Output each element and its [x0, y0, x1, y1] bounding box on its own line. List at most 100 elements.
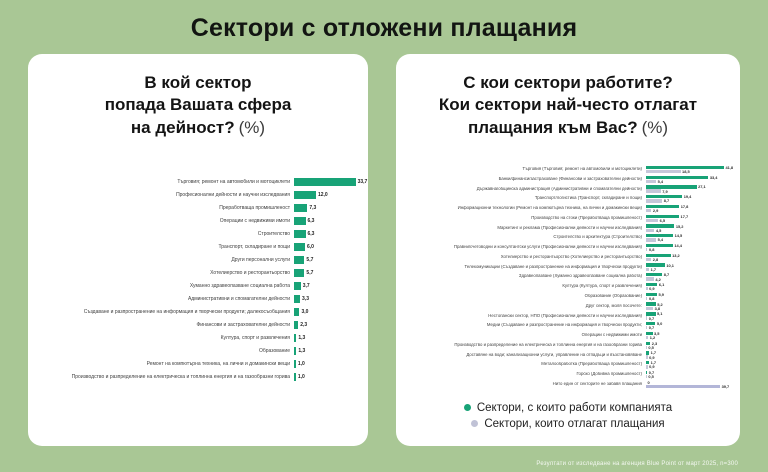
title-line: на дейност? — [130, 117, 235, 137]
bar-row: Строителство 6,3 — [38, 227, 358, 240]
bar-row: Култура, спорт и развлечения 1,3 — [38, 331, 358, 344]
value-label: 6,0 — [306, 243, 314, 250]
title-line: Кои сектори най-често отлагат — [438, 95, 698, 115]
bar-row: Транспорт/логистика (Транспорт, складира… — [406, 194, 730, 203]
value-label: 7,3 — [309, 204, 317, 211]
legend-label: Сектори, които отлагат плащания — [484, 417, 665, 430]
page-title: Сектори с отложени плащания — [190, 14, 578, 42]
bar-row: Професионални дейности и научни изследва… — [38, 188, 358, 201]
category-label: Операции с недвижими имоти — [581, 333, 642, 338]
category-label: Операции с недвижими имоти — [219, 217, 290, 224]
bar-area: 2,3 — [294, 318, 358, 331]
bar-row: Здравеопазване (Хуманно здравеопазване с… — [406, 272, 730, 282]
bar-row: Транспорт, складиране и пощи 6,0 — [38, 240, 358, 253]
category-label: Здравеопазване (Хуманно здравеопазване с… — [518, 274, 642, 279]
primary-bar — [646, 370, 648, 375]
bar-area: 1,3 — [294, 331, 358, 344]
primary-bar — [646, 253, 671, 257]
value-label: 5,1 — [657, 311, 663, 317]
primary-bar — [646, 361, 650, 365]
category-label: Металообработка (Преработваща промишлено… — [541, 362, 642, 367]
legend: Сектори, с които работи компанията Секто… — [406, 402, 730, 430]
primary-bar — [646, 243, 673, 248]
bar-line: 7,9 — [646, 189, 730, 194]
bar-line: 39,7 — [646, 384, 730, 389]
primary-bar — [294, 230, 306, 238]
source-note: Резултати от изследване на агенция Blue … — [536, 461, 738, 467]
secondary-bar — [646, 384, 721, 389]
sector-activity-chart: Търговия; ремонт на автомобили и мотоцик… — [38, 175, 367, 383]
category-label: Създаване и разпространение на информаци… — [83, 308, 290, 315]
bar-area: 3,7 — [294, 279, 358, 292]
category-label: Образование — [259, 347, 290, 354]
bar-area: 13,2 2,8 — [646, 253, 730, 262]
bar-line: 5,4 — [646, 179, 730, 184]
category-label: Други персонални услуги — [231, 256, 290, 263]
bar-area: 3,3 — [294, 292, 358, 305]
gray-dot-icon — [471, 420, 479, 428]
bar-line: 4,2 — [646, 277, 730, 282]
primary-bar — [646, 195, 683, 199]
bar-row: Нестопански сектор, НПО (Професионални д… — [406, 311, 730, 320]
bar-line: 1,7 — [646, 360, 730, 365]
bar-line: 7,3 — [294, 201, 358, 214]
value-label: 1,0 — [297, 360, 305, 367]
secondary-bar — [646, 287, 648, 291]
bar-area: 1,3 — [294, 344, 358, 357]
bar-row: Правни/счетоводни и консултантски услуги… — [406, 243, 730, 253]
bar-line: 0,9 — [646, 364, 730, 369]
bar-line: 2,3 — [646, 341, 730, 346]
bar-row: Други персонални услуги 5,7 — [38, 253, 358, 266]
bar-row: Маркетинг и реклама (Професионални дейно… — [406, 224, 730, 233]
bar-line: 5,0 — [646, 321, 730, 326]
bar-row: Търговия; ремонт на автомобили и мотоцик… — [38, 175, 367, 188]
value-label: 0,8 — [648, 247, 655, 253]
title-line: В кой сектор — [144, 73, 252, 92]
bar-line: 0,7 — [646, 325, 730, 330]
bar-area: 5,7 — [294, 253, 358, 266]
bar-row: Хуманно здравеопазване социална работа 3,… — [38, 279, 358, 292]
bar-line: 3,7 — [294, 279, 358, 292]
bar-line: 5,1 — [646, 311, 730, 317]
secondary-bar — [646, 365, 648, 369]
secondary-bar — [646, 277, 654, 281]
category-label: Медии (Създаване и разпространение на ин… — [486, 323, 642, 328]
category-label: Административни и спомагателни дейности — [187, 295, 290, 302]
secondary-bar — [646, 189, 661, 193]
value-label: 6,5 — [659, 217, 666, 223]
primary-bar — [294, 308, 300, 316]
bar-area: 8,7 4,2 — [646, 272, 730, 282]
bar-line: 19,4 — [646, 194, 730, 199]
cards-row: В кой сектор попада Вашата сфера на дейн… — [0, 43, 768, 446]
bar-line: 14,4 — [646, 243, 730, 249]
value-label: 5,7 — [306, 256, 314, 263]
primary-bar — [294, 282, 301, 290]
category-label: Професионални дейности и научни изследва… — [176, 191, 290, 198]
primary-bar — [646, 302, 656, 306]
primary-bar — [646, 204, 680, 209]
category-label: Строителство и архитектура (Строителство… — [553, 235, 642, 240]
bar-row: Образование (Образование) 5,9 0,8 — [406, 292, 730, 301]
value-label: 14,4 — [674, 243, 682, 249]
title-line: С кои сектори работите? — [463, 73, 673, 92]
bar-row: Производство на стоки (Преработваща пром… — [406, 214, 730, 223]
bar-area: 19,4 8,7 — [646, 194, 730, 203]
value-label: 0,5 — [648, 344, 654, 350]
value-label: 10,1 — [666, 262, 674, 268]
bar-row: Ремонт на компютърна техника, на лични и… — [38, 357, 358, 370]
value-label: 0,5 — [648, 374, 654, 380]
primary-bar — [646, 331, 653, 336]
primary-bar — [294, 217, 306, 225]
bar-area: 33,7 — [294, 175, 367, 188]
bar-area: 5,7 — [294, 266, 358, 279]
bar-row: Нито един от секторите не забавя плащани… — [406, 380, 730, 389]
bar-line: 6,5 — [646, 217, 730, 223]
bar-line: 15,2 — [646, 224, 730, 229]
bar-area: 6,0 — [294, 240, 358, 253]
category-label: Хотелиерство и ресторантьорство (Хотелие… — [500, 254, 642, 259]
bar-line: 6,0 — [294, 240, 358, 253]
category-label: Хотелиерство и ресторантьорство — [210, 269, 290, 276]
bar-area: 6,3 — [294, 227, 358, 240]
bar-line: 0,8 — [646, 247, 730, 253]
